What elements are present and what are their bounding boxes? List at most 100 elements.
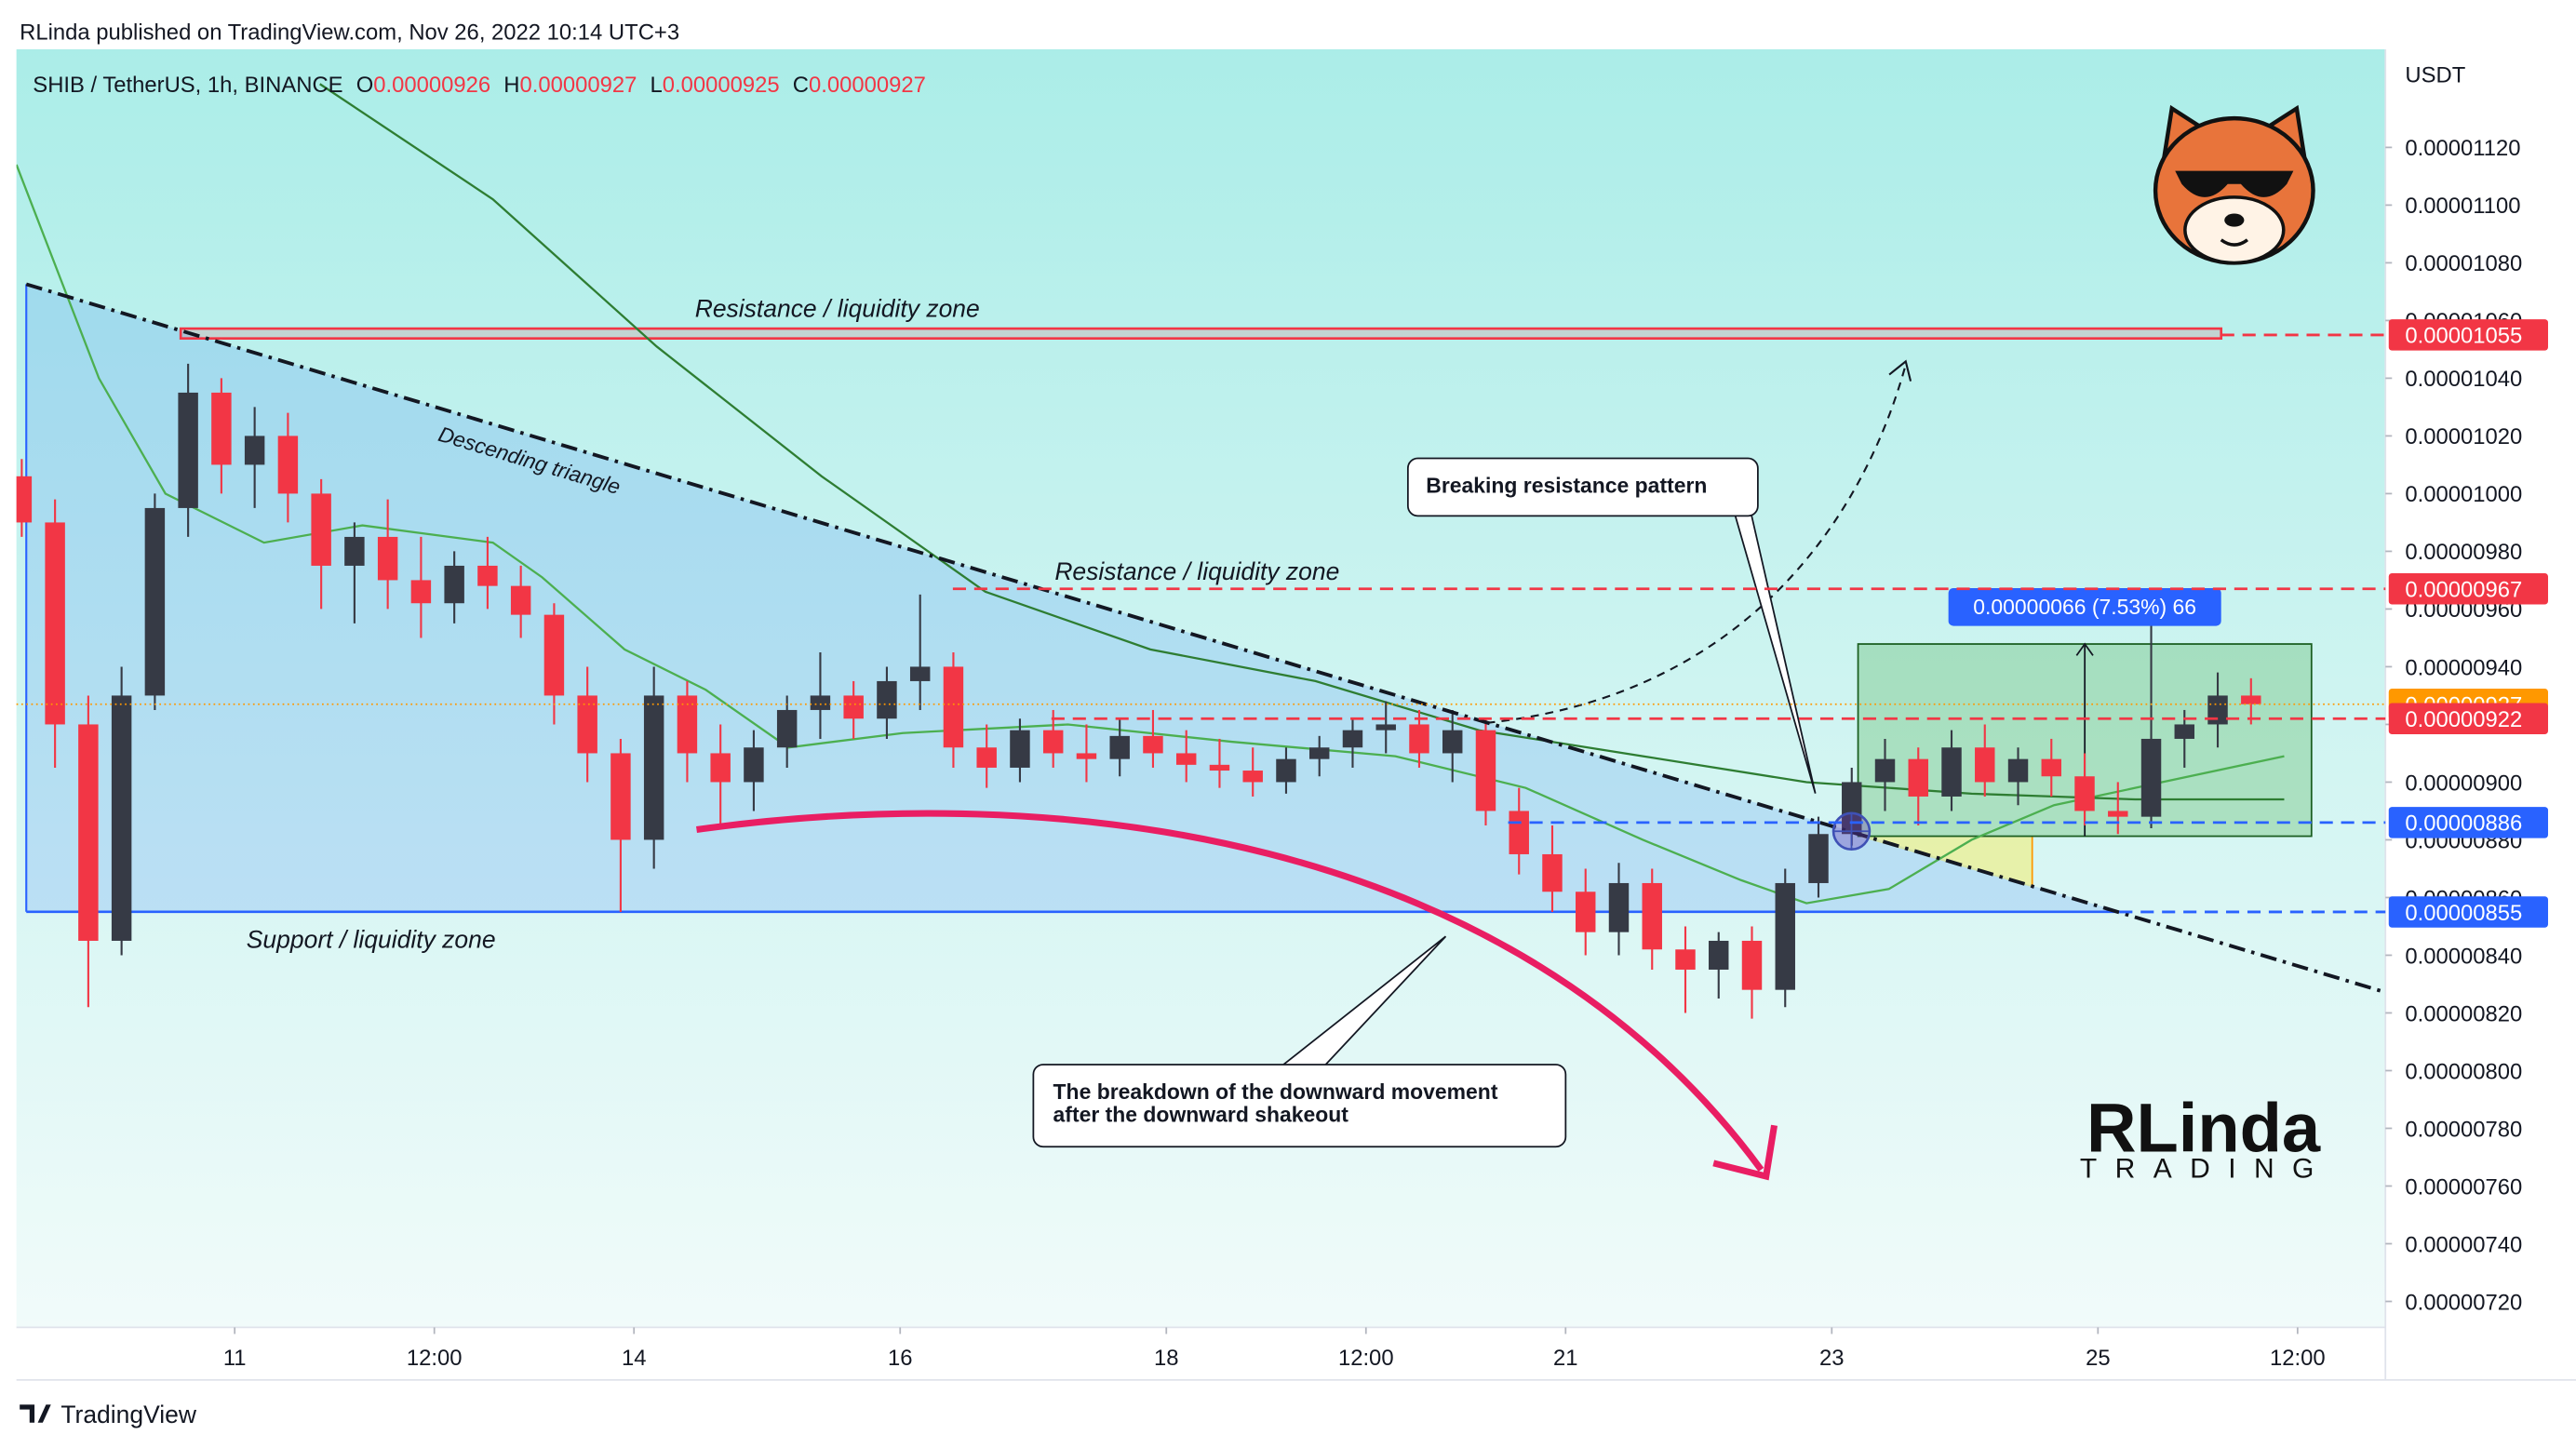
candle-body	[1276, 758, 1296, 783]
marker-cross	[1833, 812, 1870, 850]
ohlc-value: 0.00000927	[809, 73, 926, 98]
candle-body	[2207, 695, 2228, 725]
candle-body	[45, 522, 65, 725]
y-tick-label: 0.00001120	[2405, 136, 2520, 161]
candle-body	[410, 580, 432, 604]
candle-body	[1775, 882, 1795, 990]
measure-arrowhead	[2075, 642, 2094, 656]
y-tick-label: 0.00001100	[2405, 194, 2520, 219]
price-level-box	[2388, 896, 2548, 928]
breakdown-arc	[696, 810, 1764, 1173]
ohlc-value: 0.00000925	[663, 73, 780, 98]
x-tick-label: 25	[2086, 1346, 2111, 1371]
candle-body	[2108, 811, 2128, 817]
candle-body	[776, 709, 798, 748]
annotation: Support / liquidity zone	[247, 926, 496, 954]
y-tick-label: 0.00000720	[2405, 1290, 2522, 1315]
y-tick-label: 0.00000820	[2405, 1001, 2522, 1026]
ohlc-key: H	[503, 73, 519, 98]
y-tick-label: 0.00001080	[2405, 251, 2522, 276]
breakout-arrowhead	[1888, 359, 1912, 382]
y-tick-label: 0.00000800	[2405, 1059, 2522, 1084]
candle-body	[843, 695, 864, 719]
tv-logo	[20, 1404, 51, 1423]
candle-body	[510, 585, 531, 615]
x-tick-label: 23	[1819, 1346, 1845, 1371]
ohlc-value: 0.00000926	[373, 73, 490, 98]
annotation: Resistance / liquidity zone	[695, 295, 980, 323]
y-tick-label: 0.00000940	[2405, 655, 2522, 680]
candle-body	[810, 695, 831, 710]
x-tick-label: 12:00	[2270, 1346, 2326, 1371]
candle-body	[1608, 882, 1630, 932]
ohlc-key: C	[793, 73, 809, 98]
ohlc-key: L	[651, 73, 663, 98]
candle-body	[1475, 730, 1496, 811]
candle-body	[909, 666, 931, 681]
logo-name: RLinda	[2086, 1090, 2321, 1167]
price-level-box	[2388, 703, 2548, 735]
candle-body	[2174, 724, 2195, 739]
callout-box	[1032, 1064, 1567, 1148]
price-level-label: 0.00000922	[2405, 707, 2522, 732]
candle-body	[377, 536, 398, 581]
candle-body	[2241, 695, 2261, 704]
candle-body	[1409, 724, 1429, 754]
candle-body	[1342, 730, 1363, 748]
candle-body	[1874, 758, 1896, 783]
candle-body	[1509, 811, 1529, 854]
candle-body	[477, 565, 498, 586]
candle-body	[1308, 747, 1330, 759]
annotation: Resistance / liquidity zone	[1054, 557, 1339, 585]
y-tick-label: 0.00000840	[2405, 944, 2522, 969]
candle-body	[1542, 853, 1563, 892]
candle-body	[710, 753, 731, 783]
x-tick-label: 11	[223, 1346, 247, 1371]
candle-body	[610, 753, 631, 840]
measure-label: 0.00000066 (7.53%) 66	[1973, 595, 2196, 619]
moving-average	[319, 83, 2285, 801]
candle-body	[1941, 747, 1962, 797]
candle-body	[543, 614, 565, 696]
candle-body	[277, 436, 299, 494]
candle-body	[1741, 940, 1763, 990]
y-tick-label: 0.00000980	[2405, 540, 2522, 565]
published-line: RLinda published on TradingView.com, Nov…	[20, 20, 679, 45]
candle-body	[2041, 758, 2061, 777]
plot	[16, 83, 2285, 1019]
candle-body	[78, 724, 99, 941]
candle-body	[144, 507, 166, 696]
price-level-box	[2388, 319, 2548, 351]
x-tick-label: 12:00	[407, 1346, 463, 1371]
candle-body	[677, 695, 698, 754]
x-tick-label: 16	[888, 1346, 913, 1371]
candle-body	[577, 695, 597, 754]
symbol-header: SHIB / TetherUS, 1h, BINANCE O0.00000926 H…	[33, 73, 926, 98]
x-tick-label: 12:00	[1338, 1346, 1394, 1371]
candle-body	[1908, 758, 1928, 797]
candle-body	[1375, 724, 1396, 731]
candle-body	[1975, 747, 1995, 783]
candle-body	[1076, 753, 1097, 759]
candle-body	[344, 536, 365, 566]
callout-box	[1406, 457, 1759, 517]
y-tick-label: 0.00000760	[2405, 1174, 2522, 1200]
symbol: SHIB / TetherUS, 1h, BINANCE	[33, 73, 342, 98]
y-axis-title: USDT	[2405, 62, 2465, 87]
candle-body	[311, 493, 331, 566]
footer-brand: TradingView	[60, 1401, 197, 1428]
candle-body	[2007, 758, 2029, 783]
candle-body	[1576, 892, 1596, 932]
y-tick-label: 0.00000900	[2405, 771, 2522, 796]
shiba-icon	[2153, 104, 2315, 265]
candle-body	[877, 680, 897, 719]
candle-body	[1242, 771, 1263, 783]
ohlc-value: 0.00000927	[519, 73, 637, 98]
candle-body	[1642, 882, 1662, 950]
candle-body	[1442, 730, 1463, 754]
candle-body	[178, 392, 198, 508]
logo-tagline: TRADING	[2080, 1154, 2332, 1185]
price-level-label: 0.00000855	[2405, 901, 2522, 926]
y-tick-label: 0.00000780	[2405, 1117, 2522, 1142]
x-tick-label: 21	[1553, 1346, 1578, 1371]
